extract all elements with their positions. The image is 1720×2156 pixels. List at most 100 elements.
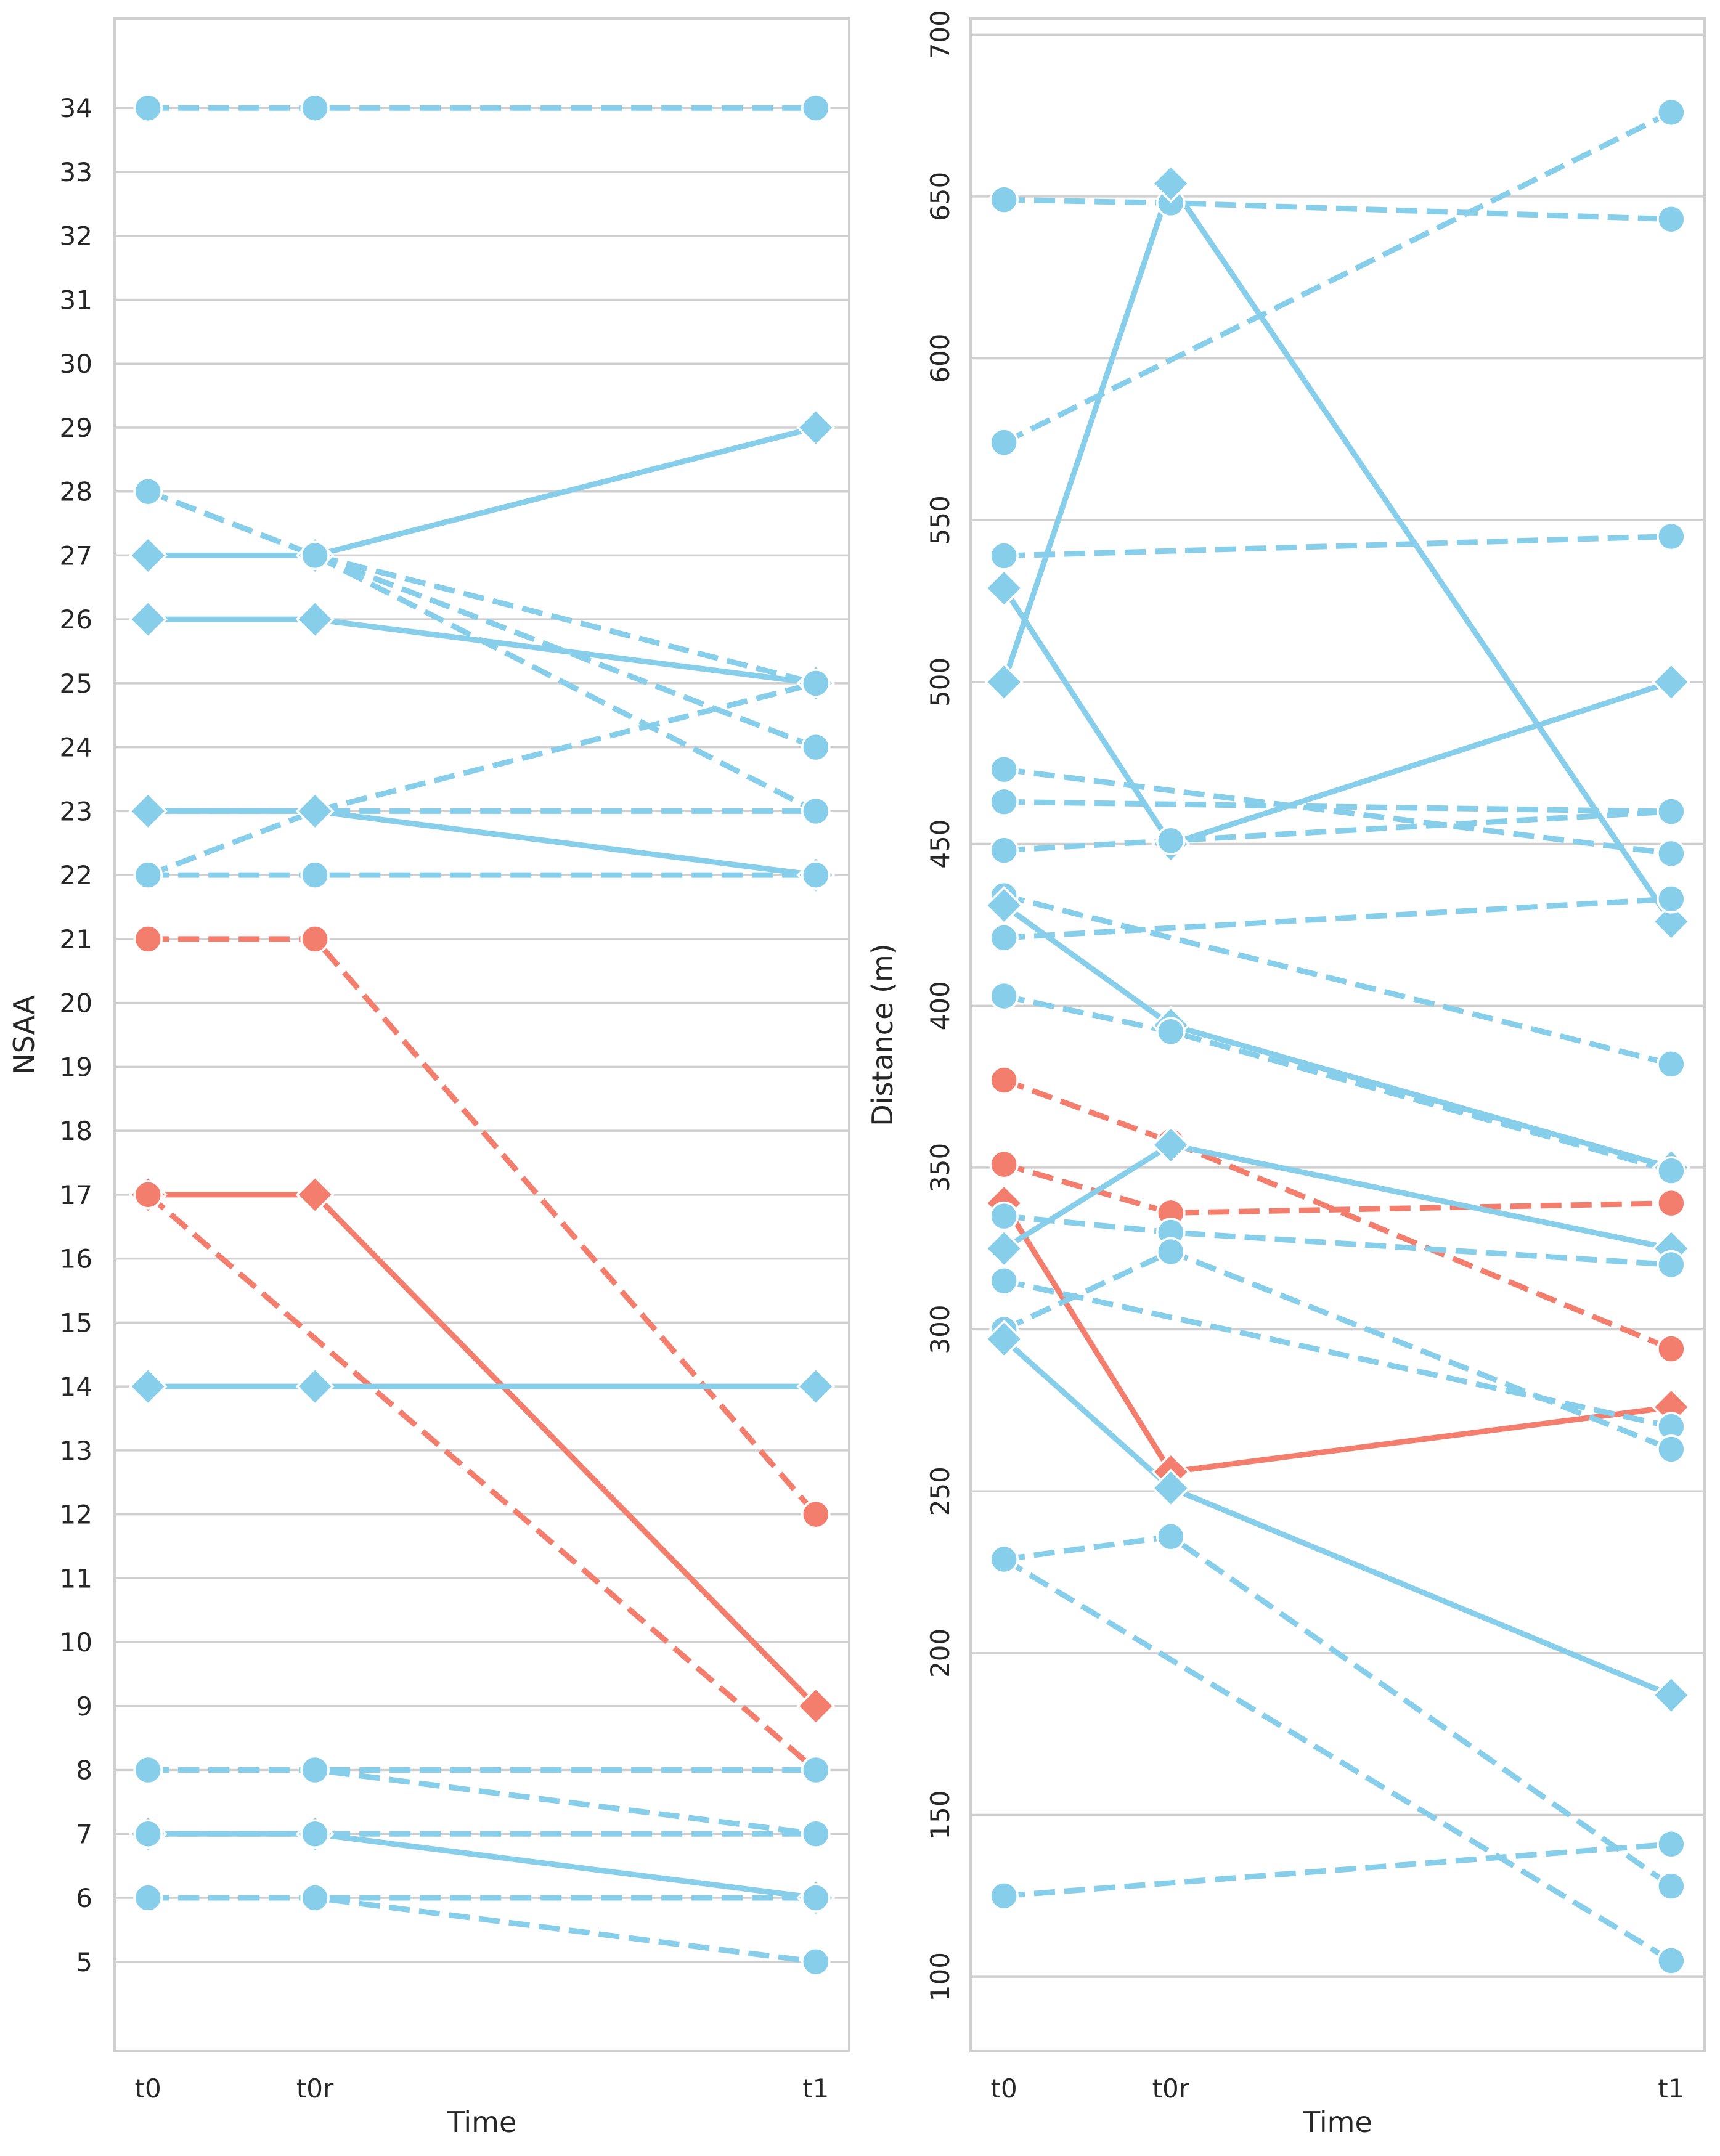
series-line-q18 <box>1003 1278 1672 1430</box>
x-axis-label: Time <box>447 2105 517 2139</box>
y-tick-label: 27 <box>60 540 92 571</box>
data-point-q9 <box>1657 1049 1686 1079</box>
data-point-q20 <box>1652 1675 1691 1715</box>
y-tick-label: 31 <box>60 285 92 315</box>
y-tick-label: 600 <box>925 333 955 383</box>
data-point-p10 <box>133 860 163 890</box>
data-point-p20 <box>801 1947 831 1977</box>
data-point-q21 <box>1156 1521 1186 1552</box>
data-point-p9 <box>128 791 168 831</box>
y-tick-label: 23 <box>60 796 92 826</box>
data-point-p20 <box>133 1883 163 1913</box>
y-tick-label: 18 <box>60 1116 92 1146</box>
y-tick-label: 6 <box>76 1883 92 1913</box>
data-point-p10 <box>300 860 330 890</box>
y-tick-label: 25 <box>60 669 92 699</box>
y-tick-label: 33 <box>60 157 92 187</box>
y-tick-label: 17 <box>60 1180 92 1210</box>
data-point-p12 <box>295 1175 335 1214</box>
x-axis-label: Time <box>1302 2105 1372 2139</box>
series-line-q13 <box>1003 1077 1673 1352</box>
y-tick-label: 10 <box>60 1627 92 1658</box>
data-point-p14 <box>128 1367 168 1406</box>
data-point-q16 <box>984 1229 1024 1268</box>
data-point-q21 <box>1657 1871 1686 1901</box>
data-point-p16 <box>133 1755 163 1785</box>
y-tick-label: 20 <box>60 988 92 1019</box>
data-point-q6 <box>989 754 1019 784</box>
plot-frame <box>113 17 850 2052</box>
x-tick-label: t0r <box>1152 2073 1190 2104</box>
data-point-p1 <box>300 93 330 123</box>
data-point-p13 <box>133 1180 163 1210</box>
data-point-p4 <box>801 732 831 762</box>
series-line-p6 <box>148 616 817 686</box>
distance-panel: 100 150 200 250 300 350 400 450 500 550 600 650 700 t… <box>866 10 1706 2139</box>
data-point-q17 <box>1657 1250 1686 1280</box>
series-line-q3 <box>1004 534 1671 559</box>
y-tick-label: 300 <box>925 1304 955 1354</box>
data-point-p5 <box>300 540 330 571</box>
series-markers <box>984 97 1691 1975</box>
data-point-q14 <box>989 1149 1019 1179</box>
y-tick-label: 500 <box>925 657 955 707</box>
data-point-p8 <box>801 796 831 826</box>
y-tick-label: 550 <box>925 495 955 545</box>
data-point-q5 <box>984 569 1024 608</box>
series-line-q17 <box>1003 1213 1672 1267</box>
data-point-q1 <box>989 185 1019 214</box>
data-point-q22 <box>1657 1946 1686 1975</box>
series-line-q2 <box>1003 110 1673 445</box>
series-line-q6 <box>1003 767 1672 856</box>
y-tick-label: 8 <box>76 1755 92 1786</box>
data-point-q10 <box>1657 884 1686 914</box>
series-line-p7 <box>147 680 817 878</box>
x-tick-label: t1 <box>802 2073 829 2104</box>
y-tick-label: 12 <box>60 1500 92 1530</box>
series-line-q16 <box>1002 1142 1672 1251</box>
data-point-q4 <box>1652 902 1691 942</box>
data-point-p16 <box>300 1755 330 1785</box>
series-line-q7 <box>1004 799 1671 815</box>
data-point-q13 <box>989 1065 1019 1095</box>
series-line-q1 <box>1004 197 1672 222</box>
x-tick-label: t0r <box>296 2073 334 2104</box>
data-point-p9 <box>295 791 335 831</box>
y-tick-label: 250 <box>925 1466 955 1516</box>
data-point-p10 <box>801 860 831 890</box>
series-lines <box>146 105 818 1965</box>
data-point-q12 <box>1156 1017 1186 1046</box>
series-line-q12 <box>1003 993 1673 1174</box>
series-line-q22 <box>1002 1556 1673 1963</box>
y-tick-label: 700 <box>925 10 955 59</box>
y-tick-label: 350 <box>925 1143 955 1192</box>
data-point-p2 <box>128 535 168 575</box>
data-point-p1 <box>801 93 831 123</box>
data-point-p18 <box>133 1819 163 1849</box>
data-point-p14 <box>796 1367 836 1406</box>
y-tick-label: 24 <box>60 733 92 763</box>
data-point-p5 <box>133 476 163 506</box>
series-lines <box>1001 110 1674 1963</box>
series-markers <box>128 93 836 1977</box>
y-tick-label: 19 <box>60 1052 92 1082</box>
data-point-q10 <box>989 923 1019 953</box>
data-point-q22 <box>989 1544 1019 1574</box>
y-tick-label: 15 <box>60 1308 92 1338</box>
data-point-q8 <box>1657 797 1686 826</box>
data-point-q2 <box>1657 97 1686 128</box>
data-point-q23 <box>1657 1829 1686 1859</box>
data-point-q6 <box>1657 839 1686 869</box>
data-point-p20 <box>300 1883 330 1913</box>
x-tick-label: t0 <box>991 2073 1017 2104</box>
y-tick-label: 400 <box>925 981 955 1030</box>
data-point-q2 <box>989 428 1019 457</box>
y-tick-label: 450 <box>925 819 955 868</box>
series-line-q10 <box>1003 896 1672 941</box>
y-tick-label: 9 <box>76 1691 92 1722</box>
y-tick-label: 16 <box>60 1244 92 1274</box>
series-line-p13 <box>146 1192 818 1772</box>
y-axis-label: Distance (m) <box>866 943 899 1126</box>
data-point-q8 <box>989 836 1019 865</box>
y-tick-label: 13 <box>60 1436 92 1466</box>
